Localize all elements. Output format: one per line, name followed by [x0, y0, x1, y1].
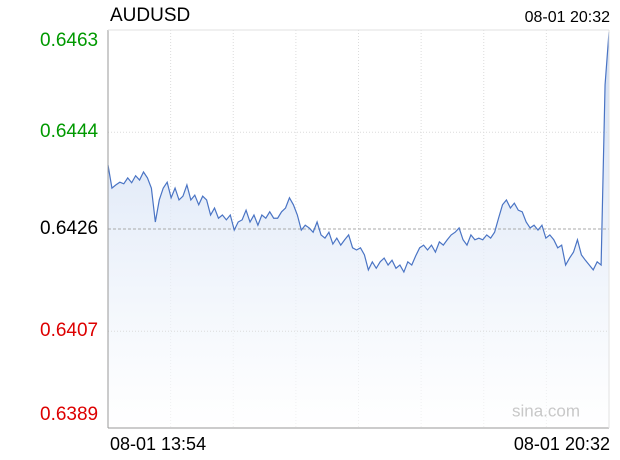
y-tick-label: 0.6444 [40, 121, 99, 142]
y-tick-label: 0.6426 [40, 218, 98, 239]
y-tick-label: 0.6389 [40, 404, 98, 425]
x-tick-label: 08-01 13:54 [110, 434, 206, 454]
price-line [107, 32, 610, 274]
watermark: sina.com [512, 401, 580, 420]
chart-title: AUDUSD [110, 5, 190, 26]
price-area [108, 32, 609, 429]
y-tick-label: 0.6407 [40, 320, 98, 341]
x-tick-label: 08-01 20:32 [514, 434, 610, 454]
y-tick-label: 0.6463 [40, 30, 98, 51]
timestamp: 08-01 20:32 [525, 9, 611, 26]
